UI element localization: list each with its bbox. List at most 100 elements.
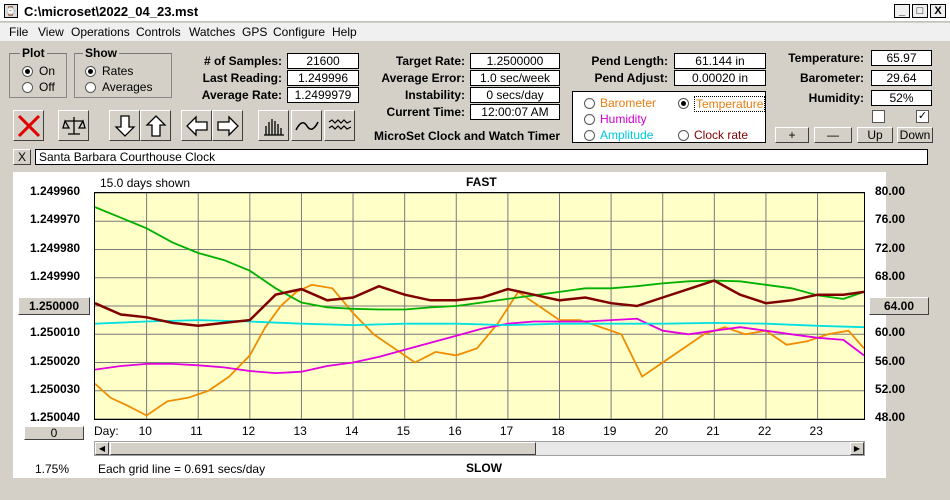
x-axis-tick-label: 18 (551, 424, 565, 438)
right-axis-tick-label: 76.00 (875, 212, 906, 227)
app-icon[interactable]: ⌚ (4, 4, 18, 18)
minimize-button[interactable]: _ (894, 4, 910, 18)
show-group (74, 53, 172, 98)
horizontal-scrollbar[interactable]: ◀ ▶ (94, 441, 865, 456)
checkbox-left[interactable] (872, 110, 885, 123)
scroll-right-arrow-icon[interactable]: ▶ (850, 442, 864, 455)
show-rates-label: Rates (102, 64, 134, 78)
arrow-down-icon (114, 115, 136, 137)
chart-svg (95, 193, 864, 419)
average-error-value: 1.0 sec/week (470, 70, 560, 86)
x-axis-tick-label: 22 (757, 424, 772, 438)
maximize-button[interactable]: □ (912, 4, 928, 18)
left-axis-tick-label: 1.250020 (30, 353, 81, 368)
arrow-left-icon (186, 115, 208, 137)
menu-file[interactable]: File (9, 25, 29, 39)
x-axis-tick-label: 14 (345, 424, 359, 438)
menu-controls[interactable]: Controls (136, 25, 181, 39)
last-reading-label: Last Reading: (202, 71, 282, 85)
show-averages-radio[interactable] (85, 82, 96, 93)
target-rate-label: Target Rate: (395, 54, 465, 68)
current-time-label: Current Time: (386, 105, 465, 119)
scroll-right-button[interactable] (212, 110, 243, 141)
left-axis-tick-label: 1.249970 (30, 212, 81, 227)
pend-adjust-value[interactable]: 0.00020 in (674, 70, 766, 86)
pend-adjust-label: Pend Adjust: (594, 71, 668, 85)
plot-on-radio[interactable] (22, 66, 33, 77)
show-rates-radio[interactable] (85, 66, 96, 77)
temperature-radio[interactable] (678, 98, 689, 109)
amplitude-option-label: Amplitude (600, 128, 654, 142)
close-window-button[interactable]: X (930, 4, 946, 18)
amplitude-radio[interactable] (584, 130, 595, 141)
days-shown-label: 15.0 days shown (100, 176, 191, 190)
right-axis-tick-label: 56.00 (875, 353, 906, 368)
right-axis-tick-label: 68.00 (875, 268, 906, 283)
plot-off-radio[interactable] (22, 82, 33, 93)
plot-off-label: Off (39, 80, 55, 94)
move-down-button[interactable] (109, 110, 140, 141)
smooth-button[interactable] (291, 110, 322, 141)
right-axis-tick-label: 52.00 (875, 381, 906, 396)
left-axis-center-box[interactable]: 1.250000 (18, 297, 90, 315)
target-rate-value[interactable]: 1.2500000 (470, 53, 560, 69)
samples-value: 21600 (287, 53, 359, 69)
barometer-value: 29.64 (871, 70, 932, 86)
x-axis-tick-label: 20 (654, 424, 669, 438)
x-axis-tick-label: 13 (293, 424, 307, 438)
right-axis-tick-label: 72.00 (875, 240, 906, 255)
menu-configure[interactable]: Configure (273, 25, 326, 39)
instability-label: Instability: (404, 88, 465, 102)
right-axis-center-box[interactable]: 64.00 (869, 297, 929, 315)
x-axis-tick-label: 11 (190, 424, 203, 438)
series-line-barometer (95, 283, 864, 417)
menu-operations[interactable]: Operations (71, 25, 130, 39)
minus-button[interactable]: — (814, 127, 852, 143)
x-axis-tick-label: 16 (448, 424, 462, 438)
clock-name-field[interactable]: Santa Barbara Courthouse Clock (35, 149, 928, 165)
scroll-position-box[interactable]: 0 (24, 426, 84, 440)
balance-button[interactable] (58, 110, 89, 141)
series-line-temperature (95, 206, 864, 311)
window-title: C:\microset\2022_04_23.mst (24, 4, 199, 19)
average-rate-value: 1.2499979 (287, 87, 359, 103)
humidity-radio[interactable] (584, 114, 595, 125)
clear-button[interactable] (13, 110, 44, 141)
checkbox-right[interactable]: ✓ (916, 110, 929, 123)
grid-note: Each grid line = 0.691 secs/day (98, 462, 266, 476)
instability-value: 0 secs/day (470, 87, 560, 103)
x-axis-tick-label: 17 (499, 424, 514, 438)
humidity-label: Humidity: (808, 91, 864, 105)
menu-view[interactable]: View (38, 25, 64, 39)
scroll-left-button[interactable] (181, 110, 212, 141)
fast-label: FAST (466, 175, 497, 189)
close-red-x-icon (17, 114, 41, 138)
pend-length-value[interactable]: 61.144 in (674, 53, 766, 69)
clock-rate-radio[interactable] (678, 130, 689, 141)
wave-icon (295, 121, 319, 131)
histogram-button[interactable] (258, 110, 289, 141)
plus-button[interactable]: + (775, 127, 809, 143)
scroll-left-arrow-icon[interactable]: ◀ (95, 442, 109, 455)
up-button[interactable]: Up (857, 127, 893, 143)
down-button[interactable]: Down (897, 127, 933, 143)
average-rate-label: Average Rate: (201, 88, 282, 102)
sensor-options-box: Barometer Temperature Humidity Amplitude… (572, 91, 766, 143)
move-up-button[interactable] (140, 110, 171, 141)
humidity-value: 52% (871, 90, 932, 106)
barometer-radio[interactable] (584, 98, 595, 109)
left-axis-tick-label: 1.249980 (30, 240, 81, 255)
noise-button[interactable] (324, 110, 355, 141)
last-reading-value: 1.249996 (287, 70, 359, 86)
left-axis-tick-label: 1.249960 (30, 184, 81, 198)
scrollbar-thumb[interactable] (110, 442, 536, 455)
menu-watches[interactable]: Watches (189, 25, 236, 39)
x-axis-tick-label: 12 (241, 424, 256, 438)
x-axis-tick-label: 23 (809, 424, 823, 438)
plot-on-label: On (39, 64, 56, 78)
menu-gps[interactable]: GPS (242, 25, 268, 39)
left-axis-tick-label: 1.250030 (30, 381, 81, 396)
menu-help[interactable]: Help (332, 25, 357, 39)
pend-length-label: Pend Length: (591, 54, 668, 68)
close-clock-button[interactable]: X (13, 149, 31, 165)
